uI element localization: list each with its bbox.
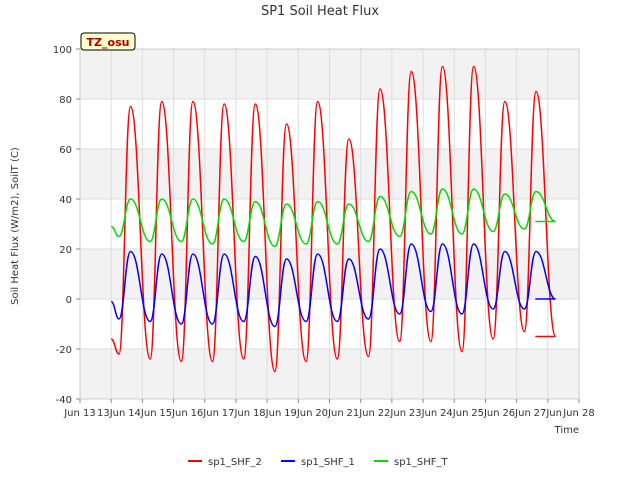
x-tick-label: 25Jun [471, 408, 499, 419]
x-tick-label: 27Jun [534, 408, 562, 419]
y-tick-label: 100 [53, 45, 72, 56]
y-tick-label: 80 [59, 95, 72, 106]
x-tick-label: 24Jun [440, 408, 468, 419]
legend: sp1_SHF_2 sp1_SHF_1 sp1_SHF_T [188, 457, 449, 468]
legend-label-sp1_SHF_T: sp1_SHF_T [394, 457, 449, 468]
legend-label-sp1_SHF_2: sp1_SHF_2 [208, 457, 262, 468]
x-axis-title: Time [554, 425, 579, 436]
y-tick-label: -20 [56, 345, 72, 356]
series-line-sp1_SHF_2 [110, 65, 557, 373]
y-tick-label: 20 [59, 245, 72, 256]
x-tick-label: 21Jun [347, 408, 375, 419]
x-axis: Jun 13 13Jun 14Jun 15Jun 16Jun 17Jun 18Jun 19Ju… [63, 399, 595, 419]
series-lines [110, 65, 557, 373]
series-line-sp1_SHF_1 [110, 243, 556, 328]
y-tick-label: -40 [56, 395, 72, 406]
legend-label-sp1_SHF_1: sp1_SHF_1 [301, 457, 355, 468]
y-tick-label: 60 [59, 145, 72, 156]
series-line-sp1_SHF_T [110, 188, 556, 248]
x-tick-label: 22Jun [378, 408, 406, 419]
x-tick-label: 19Jun [284, 408, 312, 419]
x-tick-label: 23Jun [409, 408, 437, 419]
x-tick-label: 14Jun [128, 408, 156, 419]
x-tick-label: 18Jun [253, 408, 281, 419]
x-tick-label: 13Jun [97, 408, 125, 419]
timezone-badge: TZ_osu [80, 32, 136, 51]
y-tick-label: 0 [66, 295, 72, 306]
x-tick-label: 17Jun [222, 408, 250, 419]
x-tick-label: 15Jun [159, 408, 187, 419]
x-tick-label: Jun 28 [562, 408, 595, 419]
x-tick-label: 20Jun [315, 408, 343, 419]
y-axis-title: Soil Heat Flux (W/m2), SoilT (C) [10, 147, 21, 305]
y-tick-label: 40 [59, 195, 72, 206]
chart-title: SP1 Soil Heat Flux [261, 4, 379, 19]
timezone-badge-label: TZ_osu [87, 36, 130, 49]
y-axis: -40 -20 0 20 40 60 80 100 [53, 45, 80, 406]
x-tick-label: Jun 13 [63, 408, 96, 419]
x-tick-label: 26Jun [502, 408, 530, 419]
x-tick-label: 16Jun [191, 408, 219, 419]
